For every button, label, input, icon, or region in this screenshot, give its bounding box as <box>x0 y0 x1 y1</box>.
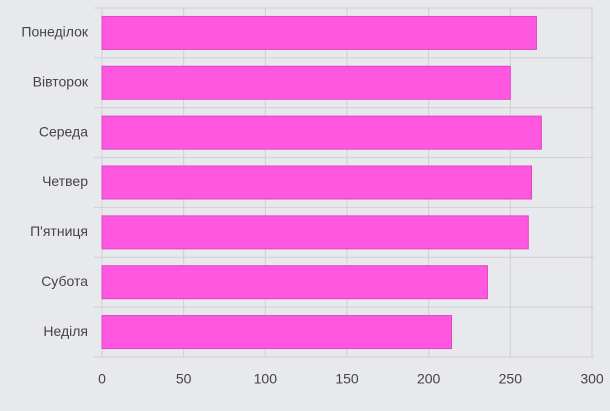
y-tick-label: Четвер <box>42 173 88 189</box>
bar <box>101 265 488 300</box>
y-tick-label: Середа <box>39 123 88 139</box>
bar <box>101 115 542 150</box>
bar <box>101 215 529 250</box>
bar <box>101 65 511 100</box>
y-tick-label: Вівторок <box>33 73 89 89</box>
bar <box>101 315 453 350</box>
x-tick-label: 200 <box>417 371 441 387</box>
bar <box>101 15 537 50</box>
x-tick-label: 250 <box>499 371 523 387</box>
y-tick-label: Субота <box>41 273 88 289</box>
x-tick-label: 150 <box>335 371 359 387</box>
x-tick-label: 300 <box>580 371 604 387</box>
bar <box>101 165 533 200</box>
x-tick-label: 100 <box>254 371 278 387</box>
y-tick-label: Неділя <box>43 323 88 339</box>
x-tick-label: 50 <box>176 371 192 387</box>
y-tick-label: Понеділок <box>21 24 88 40</box>
x-tick-label: 0 <box>98 371 106 387</box>
y-tick-label: П'ятниця <box>30 223 88 239</box>
